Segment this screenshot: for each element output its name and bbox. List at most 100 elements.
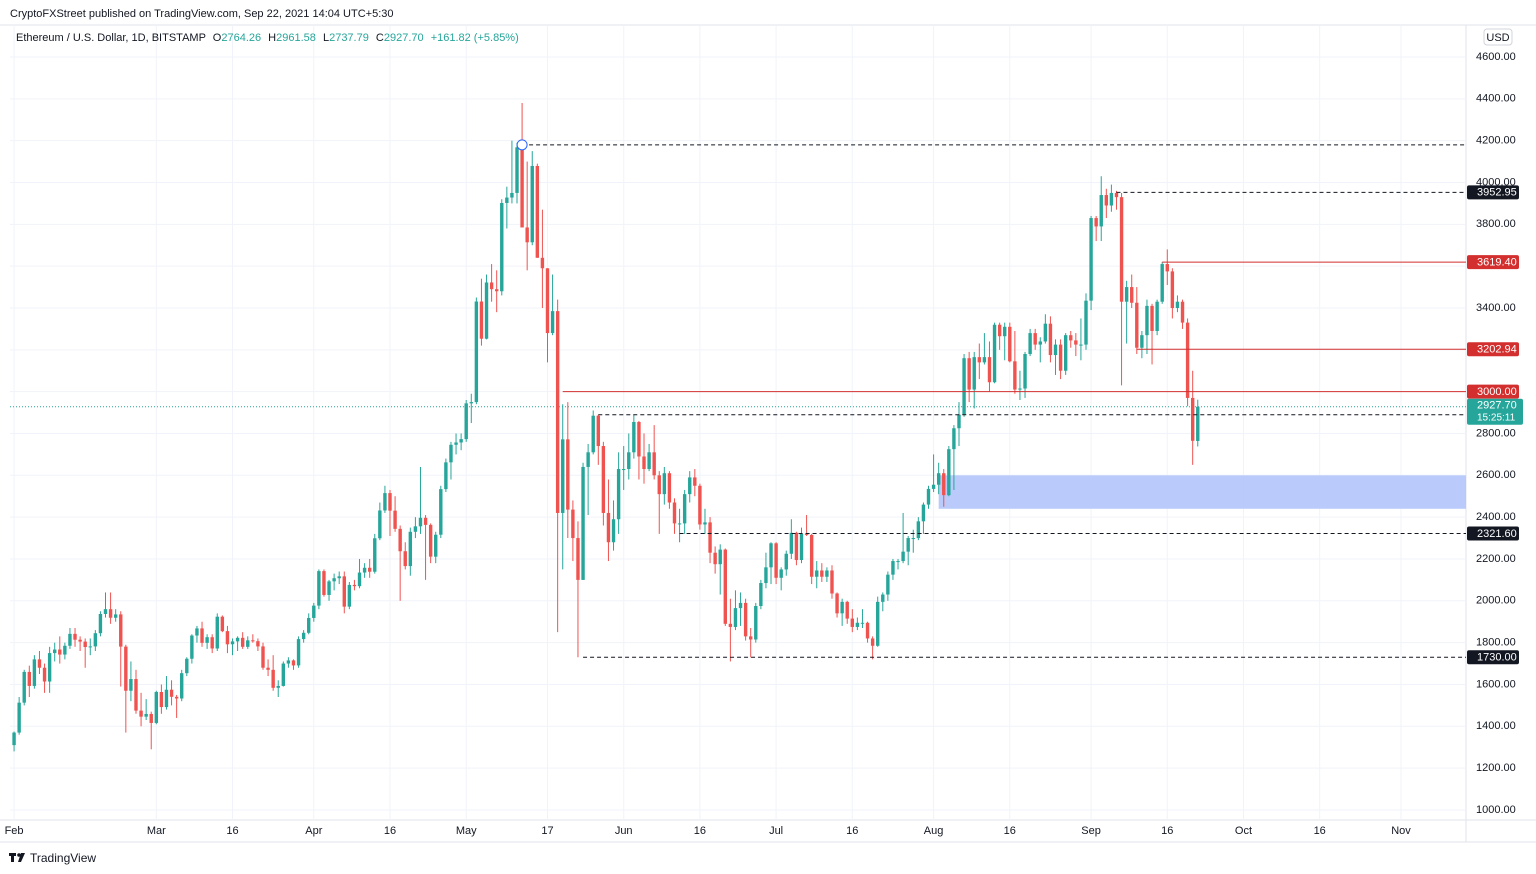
candle-body [83, 641, 87, 648]
candle-body [515, 147, 519, 193]
candle-body [1155, 301, 1159, 331]
plot [10, 103, 1466, 752]
candle-body [545, 268, 550, 334]
legend: Ethereum / U.S. Dollar, 1D, BITSTAMP O27… [16, 32, 519, 44]
candle-body [12, 732, 16, 746]
candle-body [784, 553, 788, 570]
candle-body [398, 528, 402, 552]
y-tick-label: 2800.00 [1476, 427, 1516, 439]
level-label: 2321.60 [1477, 528, 1517, 540]
candle-body [1053, 344, 1058, 356]
candle-body [647, 452, 651, 470]
candle-body [98, 613, 103, 634]
candle-body [1099, 195, 1103, 227]
candle-body [464, 403, 468, 440]
candle-body [1063, 335, 1068, 371]
candle-body [891, 561, 895, 575]
candle-body [159, 691, 164, 708]
y-tick-label: 4400.00 [1476, 93, 1516, 105]
candle-body [794, 532, 799, 561]
candle-body [627, 452, 631, 470]
candle-body [53, 649, 57, 654]
candle-body [205, 637, 209, 643]
candle-body [789, 532, 794, 554]
y-tick-label: 4600.00 [1476, 51, 1516, 63]
candle-body [88, 646, 92, 648]
candle-body [301, 632, 306, 640]
candle-body [967, 358, 971, 390]
candle-body [261, 646, 265, 668]
candle-body [896, 561, 900, 563]
candle-body [774, 543, 778, 578]
y-tick-label: 4200.00 [1476, 135, 1516, 147]
legend-open-label: O [213, 32, 222, 44]
candle-body [870, 638, 875, 646]
candle-body [63, 645, 67, 655]
candle-body [682, 494, 687, 524]
candle-body [378, 510, 382, 539]
logo: TradingView [30, 851, 96, 865]
candle-body [469, 402, 473, 404]
candle-body [906, 538, 910, 552]
candle-body [561, 439, 565, 513]
candle-body [73, 633, 77, 640]
candle-body [962, 358, 966, 415]
candle-body [804, 533, 809, 535]
candle-body [855, 622, 860, 627]
candle-body [677, 523, 682, 525]
candle-body [251, 640, 255, 642]
candle-body [454, 442, 458, 445]
candle-body [1013, 361, 1017, 390]
candle-body [246, 640, 250, 647]
candle-body [185, 658, 189, 674]
candle-body [484, 282, 489, 339]
candle-body [1043, 323, 1048, 342]
level-label: 1730.00 [1477, 652, 1517, 664]
candle-body [611, 519, 616, 543]
candle-body [113, 614, 118, 618]
candle-body [936, 473, 941, 485]
candle-body [332, 578, 336, 582]
candle-body [129, 679, 133, 691]
candle-body [982, 357, 987, 363]
candle-body [281, 663, 286, 686]
candle-body [383, 493, 387, 511]
candle-body [616, 469, 621, 520]
candle-body [1048, 323, 1053, 356]
countdown: 15:25:11 [1477, 412, 1516, 423]
currency-box [1483, 28, 1513, 46]
level-label-box [1467, 384, 1519, 399]
candle-body [1119, 197, 1124, 302]
candle-body [68, 633, 72, 646]
current-price-label: 2927.70 [1477, 400, 1517, 412]
candle-body [58, 649, 62, 655]
y-tick-label: 2400.00 [1476, 511, 1516, 523]
candle-body [723, 549, 727, 624]
legend-low: 2737.79 [329, 32, 369, 44]
candle-body [505, 197, 509, 203]
candle-body [743, 602, 748, 637]
candle-body [667, 473, 672, 503]
y-tick-label: 1200.00 [1476, 762, 1516, 774]
candle-body [728, 623, 733, 627]
candle-body [439, 489, 443, 535]
candle-body [1196, 406, 1200, 441]
level-label-box [1467, 526, 1519, 541]
level-label-box [1467, 255, 1519, 270]
candle-body [769, 543, 773, 568]
candle-body [322, 571, 326, 595]
candle-body [972, 357, 976, 390]
candle-body [1069, 335, 1073, 341]
legend-high: 2961.58 [276, 32, 316, 44]
level-marker [516, 139, 528, 151]
candle-body [601, 446, 606, 513]
candle-body [235, 637, 240, 642]
candle-body [987, 357, 992, 383]
candle-body [606, 512, 611, 543]
x-tick-label: 16 [1314, 825, 1326, 837]
candle-body [1170, 271, 1175, 308]
candle-body [840, 601, 844, 614]
candle-body [1150, 305, 1154, 331]
x-tick-label: 16 [1004, 825, 1016, 837]
candle-body [1084, 300, 1088, 345]
